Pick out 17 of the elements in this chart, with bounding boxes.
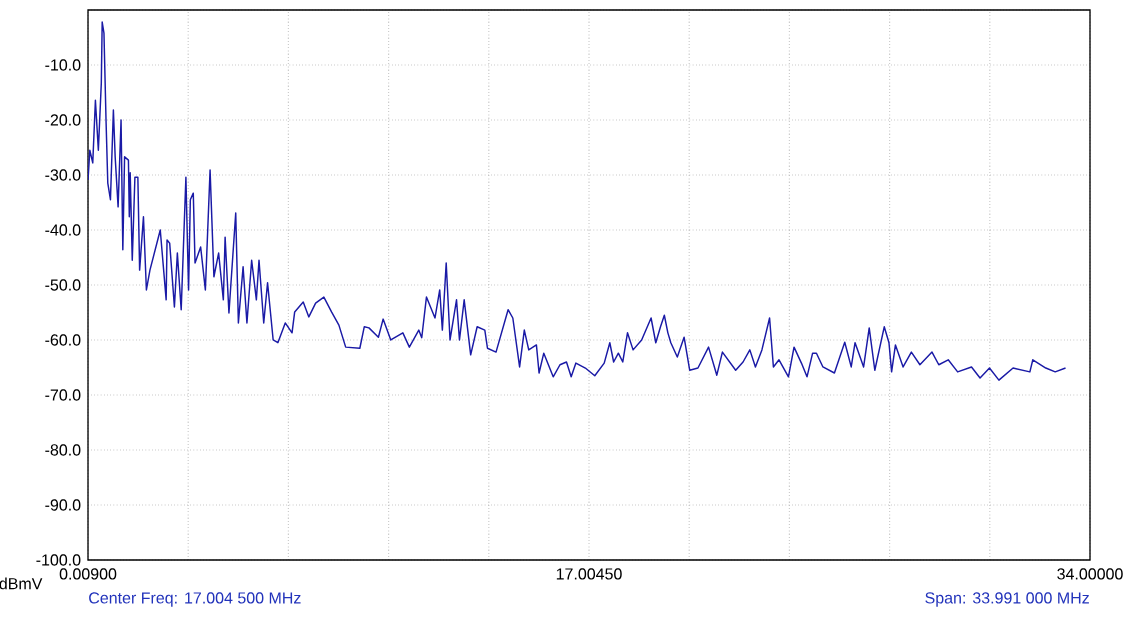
y-tick-label: -100.0 (36, 554, 81, 566)
y-tick-label: -80.0 (45, 444, 81, 456)
y-tick-label: -30.0 (45, 169, 81, 181)
y-tick-label: -50.0 (45, 279, 81, 291)
y-tick-label: -10.0 (45, 59, 81, 71)
y-tick-label: -70.0 (45, 389, 81, 401)
y-tick-label: -90.0 (45, 499, 81, 511)
x-tick-label: 17.00450 (556, 568, 622, 580)
y-tick-label: -20.0 (45, 114, 81, 126)
y-tick-label: -60.0 (45, 334, 81, 346)
x-tick-label: 34.00000 (1057, 568, 1123, 580)
line-series (88, 21, 1067, 381)
y-tick-label: -40.0 (45, 224, 81, 236)
x-tick-label: 0.00900 (59, 568, 117, 580)
text: Center Freq: 17.004 500 MHz (89, 592, 301, 607)
text: Span: 33.991 000 MHz (925, 592, 1089, 607)
y-axis-title: dBmV (0, 577, 43, 590)
